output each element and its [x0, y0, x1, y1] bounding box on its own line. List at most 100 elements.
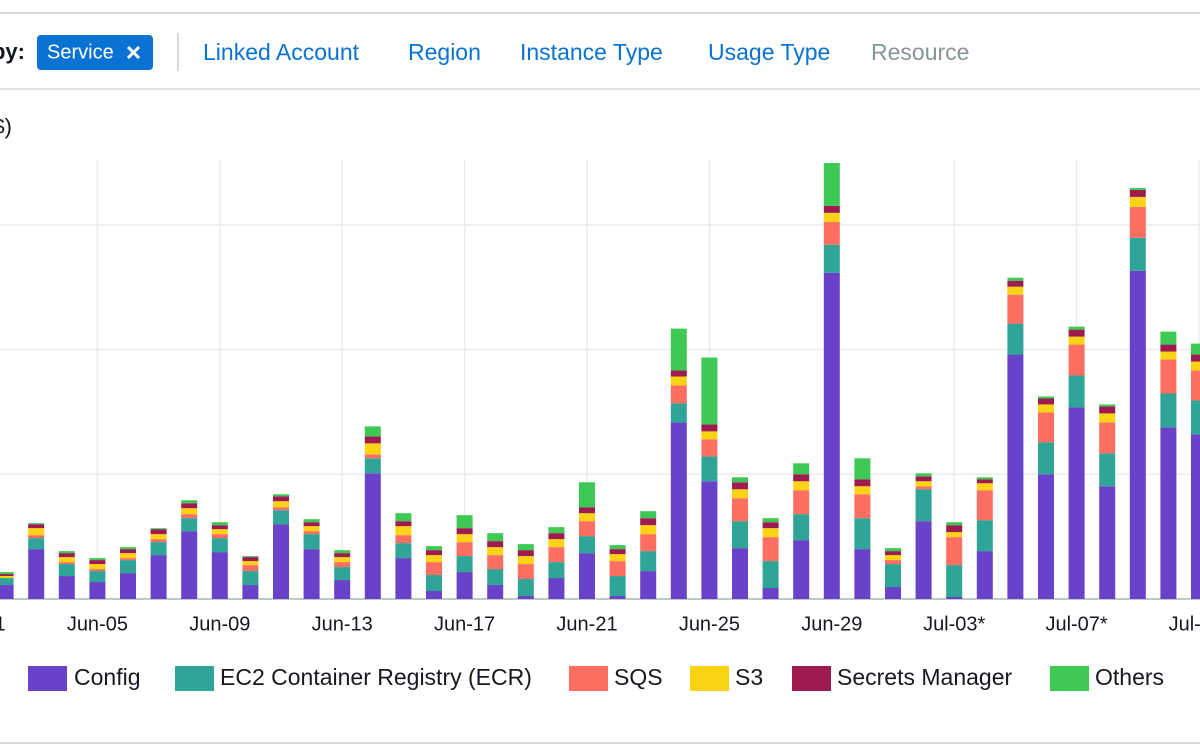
bar-segment: [58, 576, 75, 599]
bar-segment: [885, 560, 901, 565]
group-tab[interactable]: Region: [408, 39, 481, 65]
bar-segment: [211, 525, 228, 530]
bar-segment: [89, 558, 106, 561]
bar-segment: [1068, 326, 1085, 330]
x-tick-label: Jun-05: [67, 613, 128, 635]
bar-segment: [793, 514, 810, 541]
bar-segment: [579, 513, 595, 522]
bar-segment: [732, 477, 748, 483]
bar-segment: [1068, 344, 1085, 376]
bar-segment: [854, 458, 871, 480]
bar-segment: [1007, 294, 1024, 324]
bar-segment: [823, 244, 840, 273]
bar-segment: [0, 572, 14, 575]
group-tab[interactable]: Linked Account: [203, 39, 360, 65]
bar-segment: [456, 542, 473, 557]
bar-segment: [579, 536, 595, 554]
bar-segment: [640, 518, 657, 526]
bar-segment: [456, 556, 473, 573]
bar-segment: [273, 507, 289, 511]
bar-segment: [303, 549, 320, 599]
bar-segment: [1099, 422, 1116, 454]
bar-segment: [579, 482, 595, 508]
bar-segment: [1129, 206, 1146, 238]
bar-segment: [1038, 396, 1054, 399]
x-tick-label: Jun-21: [556, 613, 617, 635]
bar-segment: [28, 538, 45, 550]
bar-segment: [762, 588, 779, 599]
bar-segment: [273, 496, 289, 502]
bar-segment: [732, 521, 748, 549]
bar-segment: [334, 557, 351, 563]
bar-segment: [1068, 375, 1085, 408]
bar-segment: [1099, 453, 1116, 487]
bar-segment: [1129, 189, 1146, 197]
bar-segment: [885, 548, 901, 552]
bar-segment: [793, 481, 810, 491]
bar-segment: [793, 474, 810, 482]
bar-segment: [1068, 329, 1085, 337]
bar-segment: [1129, 270, 1146, 599]
bar-segment: [1160, 359, 1177, 394]
bar-segment: [395, 543, 412, 559]
chip-remove[interactable]: [126, 45, 141, 60]
bar-segment: [181, 500, 198, 504]
bar-segment: [150, 529, 167, 535]
bar-segment: [334, 553, 351, 558]
bar-segment: [426, 550, 442, 556]
bar-segment: [89, 569, 106, 572]
bar-segment: [0, 585, 14, 599]
bar-segment: [273, 524, 289, 599]
bar-segment: [579, 521, 595, 537]
bar-segment: [517, 550, 534, 557]
bar-segment: [640, 571, 657, 599]
bar-segment: [1038, 404, 1054, 413]
bar-segment: [946, 525, 963, 533]
bar-segment: [701, 357, 718, 425]
bar-segment: [1129, 196, 1146, 207]
bar-segment: [456, 572, 473, 599]
service-chip[interactable]: [37, 35, 153, 70]
bar-segment: [150, 528, 167, 530]
bar-segment: [0, 578, 14, 586]
bar-segment: [976, 479, 993, 484]
bar-segment: [211, 534, 228, 539]
bar-segment: [976, 477, 993, 480]
legend-label: Secrets Manager: [837, 664, 1012, 690]
legend-swatch: [569, 666, 608, 691]
x-tick-label: Jul-03*: [923, 613, 985, 635]
bar-segment: [762, 518, 779, 523]
bar-segment: [303, 531, 320, 535]
bar-segment: [58, 551, 75, 554]
bar-segment: [548, 578, 565, 599]
bar-segment: [120, 558, 136, 561]
bar-segment: [303, 519, 320, 523]
bar-segment: [487, 541, 504, 548]
bar-segment: [181, 508, 198, 515]
bar-segment: [1038, 412, 1054, 443]
bar-segment: [334, 580, 351, 599]
group-tab[interactable]: Instance Type: [520, 39, 663, 65]
bar-segment: [1007, 323, 1024, 355]
bar-segment: [885, 555, 901, 561]
bar-segment: [364, 473, 381, 599]
bar-segment: [609, 545, 626, 550]
bar-segment: [517, 579, 534, 597]
bar-segment: [487, 585, 504, 599]
bar-segment: [242, 565, 259, 572]
bar-segment: [181, 518, 198, 532]
bar-segment: [609, 576, 626, 597]
y-axis-title: Costs ($): [0, 114, 12, 139]
bar-segment: [1191, 434, 1200, 599]
x-tick-label: Jun-17: [434, 613, 495, 635]
bar-segment: [58, 562, 75, 565]
bar-segment: [150, 534, 167, 540]
group-tab[interactable]: Usage Type: [708, 39, 830, 65]
bar-segment: [915, 486, 932, 490]
bar-segment: [701, 439, 718, 457]
bar-segment: [28, 523, 45, 525]
bar-segment: [150, 542, 167, 556]
bar-segment: [609, 561, 626, 577]
bar-segment: [1160, 351, 1177, 360]
bar-segment: [1007, 354, 1024, 599]
